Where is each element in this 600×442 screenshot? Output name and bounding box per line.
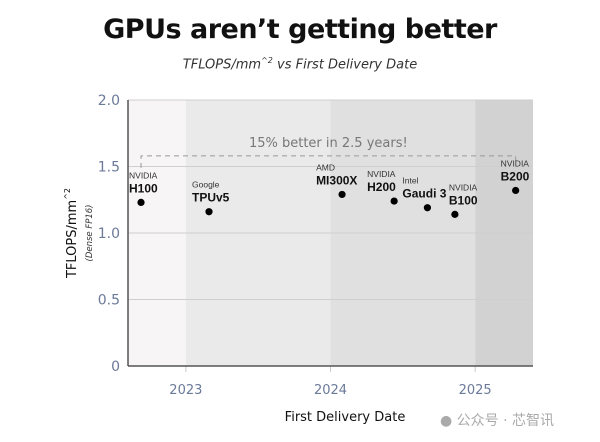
y-axis-sublabel: (Dense FP16): [85, 205, 95, 262]
y-axis-label-sup: ^2: [63, 188, 72, 200]
point-vendor-label: Google: [192, 180, 220, 190]
data-point: [338, 190, 346, 199]
point-name-label: H100: [129, 181, 158, 195]
point-name-label: B200: [501, 169, 530, 183]
data-point: [512, 186, 520, 195]
subtitle-rest: vs First Delivery Date: [272, 57, 418, 73]
data-point: [423, 204, 432, 212]
y-tick-label: 0: [111, 359, 120, 375]
watermark: ● 公众号 · 芯智讯: [440, 410, 554, 430]
point-name-label: Gaudi 3: [402, 187, 446, 201]
x-axis-label: First Delivery Date: [285, 410, 406, 425]
point-vendor-label: NVIDIA: [129, 170, 158, 180]
point-vendor-label: NVIDIA: [449, 182, 478, 192]
point-vendor-label: NVIDIA: [367, 169, 396, 179]
point-vendor-label: Intel: [402, 176, 418, 186]
wechat-icon: ●: [440, 413, 453, 429]
y-tick-label: 2.0: [98, 93, 120, 109]
data-point: [390, 197, 398, 205]
data-point: [205, 208, 213, 216]
chart-title: GPUs aren’t getting better: [103, 14, 497, 45]
chart-subtitle: TFLOPS/mm^2 vs First Delivery Date: [0, 56, 600, 72]
y-tick-label: 1.5: [98, 160, 120, 176]
point-name-label: TPUv5: [192, 191, 230, 205]
x-tick-label: 2023: [169, 383, 202, 398]
point-name-label: MI300X: [316, 173, 357, 187]
y-tick-label: 1.0: [98, 226, 120, 242]
y-axis-label: TFLOPS/mm^2: [63, 188, 80, 279]
subtitle-main: TFLOPS/mm: [182, 57, 262, 73]
y-axis-label-main: TFLOPS/mm: [65, 200, 80, 279]
point-name-label: B100: [449, 193, 478, 207]
annotation-bracket: [140, 155, 517, 168]
x-tick-label: 2025: [459, 383, 492, 398]
point-name-label: H200: [367, 180, 396, 194]
y-tick-label: 0.5: [98, 293, 120, 309]
point-vendor-label: NVIDIA: [501, 158, 530, 168]
data-point: [451, 210, 459, 218]
x-tick-label: 2024: [314, 383, 347, 398]
watermark-text: 公众号 · 芯智讯: [456, 413, 555, 429]
data-point: [137, 198, 145, 207]
subtitle-sup: ^2: [261, 56, 273, 65]
annotation-text: 15% better in 2.5 years!: [249, 136, 408, 151]
point-vendor-label: AMD: [316, 162, 335, 172]
